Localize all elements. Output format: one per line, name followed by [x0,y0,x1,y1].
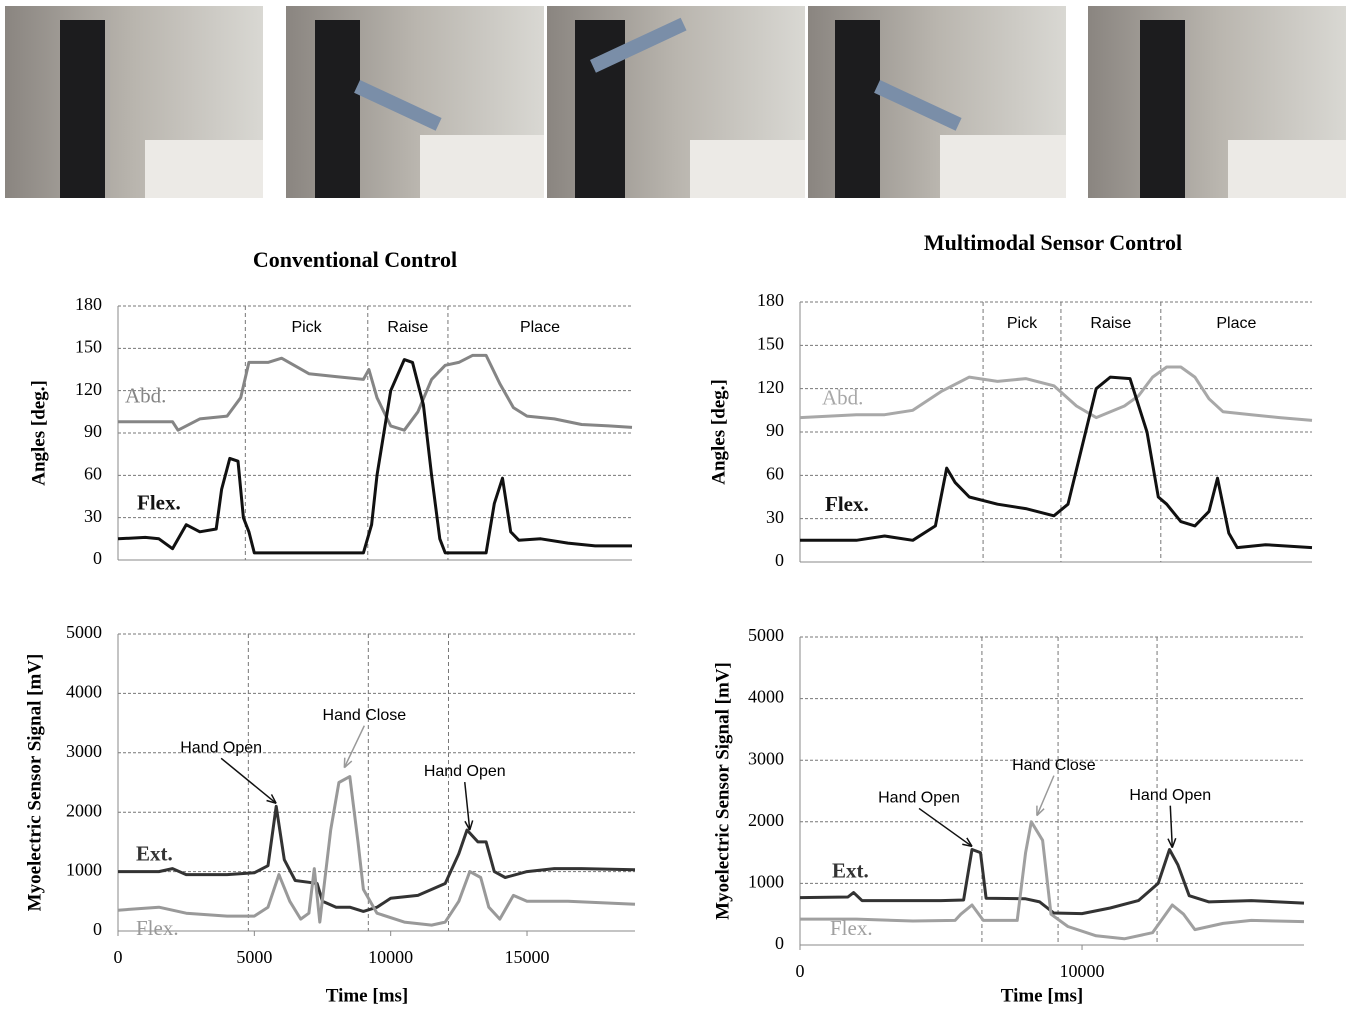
y-tick-label: 90 [766,420,784,440]
phase-label: Pick [291,319,322,336]
annotation: Hand Close [323,707,407,724]
photo [5,6,263,198]
y-tick-label: 90 [84,421,102,441]
y-tick-label: 60 [766,463,784,483]
y-tick-label: 120 [757,377,784,397]
y-axis-label: Myoelectric Sensor Signal [mV] [24,654,45,912]
y-tick-label: 2000 [66,800,102,820]
arrow-head [343,757,353,769]
annotation-arrow [1036,775,1055,816]
series-line [799,365,1313,422]
y-tick-label: 180 [757,290,784,310]
arrow-head [962,837,973,848]
y-tick-label: 3000 [748,748,784,768]
y-tick-label: 60 [84,463,102,483]
y-tick-label: 30 [84,506,102,526]
series-line [117,358,632,555]
y-tick-label: 30 [766,507,784,527]
y-tick-label: 0 [93,919,102,939]
y-tick-label: 120 [75,379,102,399]
annotation-arrow [464,781,471,831]
photo [547,6,805,198]
photo [808,6,1066,198]
series-label: Flex. [830,916,873,940]
y-tick-label: 180 [75,294,102,314]
photos [5,6,1346,198]
annotation: Hand Close [1012,757,1096,774]
series-label: Flex. [137,491,181,515]
x-tick-label: 10000 [368,947,413,967]
arrow-head [1036,805,1045,817]
series-label: Flex. [825,492,869,516]
x-tick-label: 15000 [505,947,550,967]
annotation-arrow [918,807,973,848]
series-line [800,820,1305,941]
y-tick-label: 0 [93,548,102,568]
x-tick-label: 10000 [1060,961,1105,981]
y-tick-label: 150 [75,336,102,356]
y-axis-label: Myoelectric Sensor Signal [mV] [712,662,733,920]
series-line [800,375,1313,550]
annotation: Hand Open [878,790,960,807]
y-tick-label: 5000 [66,622,102,642]
y-tick-label: 4000 [748,687,784,707]
y-tick-label: 150 [757,333,784,353]
series-line [799,848,1305,916]
chart: 0 1000 2000 3000 4000 5000 0 5000 10000 15000 Myoe… [24,622,636,1006]
chart-title: Conventional Control [253,247,457,272]
chart-title: Multimodal Sensor Control [924,230,1182,255]
y-tick-label: 3000 [66,741,102,761]
y-tick-label: 0 [775,933,784,953]
annotation: Hand Open [180,740,262,757]
arrow-head [266,794,277,805]
y-tick-label: 5000 [748,625,784,645]
series-label: Ext. [136,841,173,865]
y-tick-label: 1000 [748,872,784,892]
phase-label: Raise [1090,315,1131,332]
y-tick-label: 2000 [748,810,784,830]
y-tick-label: 1000 [66,860,102,880]
phase-label: Place [520,319,560,336]
series-label: Ext. [832,858,869,882]
y-axis-label: Angles [deg.] [28,380,49,486]
annotation: Hand Open [1129,787,1211,804]
arrow-head [1167,838,1177,848]
x-tick-label: 0 [796,961,805,981]
series-line [118,804,636,913]
annotation-arrow [220,757,277,804]
y-tick-label: 4000 [66,682,102,702]
chart: Conventional Control 0 30 60 90 120 150 180 Pick… [28,247,633,568]
x-axis-label: Time [ms] [326,985,409,1006]
series-line [118,353,633,432]
y-axis-label: Angles [deg.] [708,379,729,485]
series-label: Flex. [136,916,179,940]
annotation: Hand Open [424,763,506,780]
chart: Multimodal Sensor Control 0 30 60 90 120 150 18… [708,230,1313,570]
annotation-arrow [343,725,366,768]
phase-label: Raise [387,319,428,336]
series-line [117,775,636,927]
phase-label: Place [1216,315,1256,332]
arrow-head [464,820,474,831]
annotation-arrow [1169,805,1174,848]
chart: 0 1000 2000 3000 4000 5000 0 10000 Myoelectric S… [712,625,1305,1006]
x-axis-label: Time [ms] [1001,985,1084,1006]
series-label: Abd. [125,384,166,408]
photo [1088,6,1346,198]
photo [286,6,544,198]
y-tick-label: 0 [775,550,784,570]
x-tick-label: 0 [114,947,123,967]
series-label: Abd. [822,385,863,409]
phase-label: Pick [1007,315,1038,332]
x-tick-label: 5000 [236,947,272,967]
